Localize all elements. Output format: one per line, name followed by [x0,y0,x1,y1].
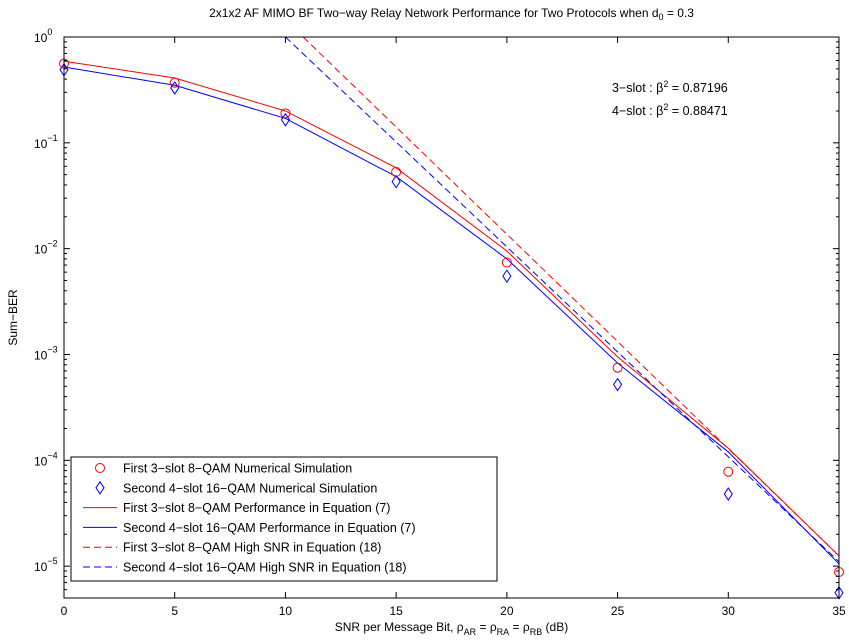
legend-label: Second 4−slot 16−QAM Numerical Simulatio… [123,481,377,495]
x-tick-label: 35 [832,604,846,618]
legend-label: Second 4−slot 16−QAM High SNR in Equatio… [123,561,407,575]
x-tick-label: 5 [171,604,178,618]
diamond-marker [391,174,401,189]
annotation-4-slot-prefix: 4−slot : β [612,104,663,118]
diamond-marker [502,269,512,284]
legend-box [70,456,498,582]
annotation-3-slot-beta: 3−slot : β2 = 0.87196 [612,79,728,95]
y-tick-label: 10−3 [34,344,58,362]
circle-marker [501,257,512,268]
y-tick-label: 10−2 [34,239,58,257]
y-tick-label: 10−5 [34,556,58,574]
circle-marker [169,77,180,88]
chart-title: 2x1x2 AF MIMO BF Two−way Relay Network P… [209,6,694,22]
legend-swatch-circle [95,463,105,473]
series-layer [59,37,844,600]
annotation-4-slot-sup: 2 [663,102,668,112]
legend-label: First 3−slot 8−QAM Performance in Equati… [123,501,390,515]
x-tick-label: 0 [61,604,68,618]
series-line-2 [64,60,839,557]
series-markers-1 [59,62,844,600]
circle-marker [280,108,291,119]
x-tick-label: 15 [389,604,403,618]
x-label-part-4: (dB) [542,620,568,634]
diamond-marker [612,377,623,392]
y-axis-label: Sum−BER [6,289,20,346]
legend-label: First 3−slot 8−QAM High SNR in Equation … [123,541,381,555]
annotation-3-slot-prefix: 3−slot : β [612,81,663,95]
x-tick-label: 30 [722,604,736,618]
x-label-part-1: SNR per Message Bit, ρ [335,620,464,634]
diamond-marker [834,585,844,600]
legend-label: Second 4−slot 16−QAM Performance in Equa… [123,521,416,535]
x-tick-label: 20 [500,604,514,618]
annotation-3-slot-sup: 2 [663,79,668,89]
beta-annotations: 3−slot : β2 = 0.87196 4−slot : β2 = 0.88… [612,79,728,118]
diamond-marker [280,112,291,127]
legend-swatch-diamond [95,480,105,495]
y-tick-label: 10−1 [34,133,58,151]
series-line-5 [285,37,839,563]
x-label-part-2: = ρ [476,620,497,634]
chart-title-main: 2x1x2 AF MIMO BF Two−way Relay Network P… [209,6,658,20]
plot-frame [63,36,840,599]
x-axis-label: SNR per Message Bit, ρAR = ρRA = ρRB (dB… [335,620,568,637]
circle-marker [723,466,734,477]
series-lines [64,37,839,565]
legend: First 3−slot 8−QAM Numerical Simulation S… [70,456,498,582]
ticks-layer: 0 5 10 15 20 25 30 35 100 10−1 10−2 10−3 10−4 10−5 [34,27,846,618]
x-label-part-3: = ρ [509,620,530,634]
x-label-sub-3: RB [530,627,543,637]
y-tick-label: 100 [34,27,52,45]
x-tick-label: 25 [611,604,625,618]
y-tick-label: 10−4 [34,450,58,468]
diamond-marker [723,487,733,501]
circle-marker [612,362,623,373]
x-tick-label: 10 [279,604,293,618]
diamond-marker [170,81,180,95]
legend-label: First 3−slot 8−QAM Numerical Simulation [123,462,352,476]
annotation-4-slot-suffix: = 0.88471 [668,104,727,118]
x-label-sub-2: RA [497,627,510,637]
chart-title-subscript: 0 [659,12,664,22]
chart-title-tail: = 0.3 [664,6,695,20]
x-label-sub-1: AR [464,627,477,637]
series-line-4 [302,37,839,557]
series-line-3 [64,66,839,565]
annotation-4-slot-beta: 4−slot : β2 = 0.88471 [612,102,728,118]
annotation-3-slot-suffix: = 0.87196 [668,81,727,95]
